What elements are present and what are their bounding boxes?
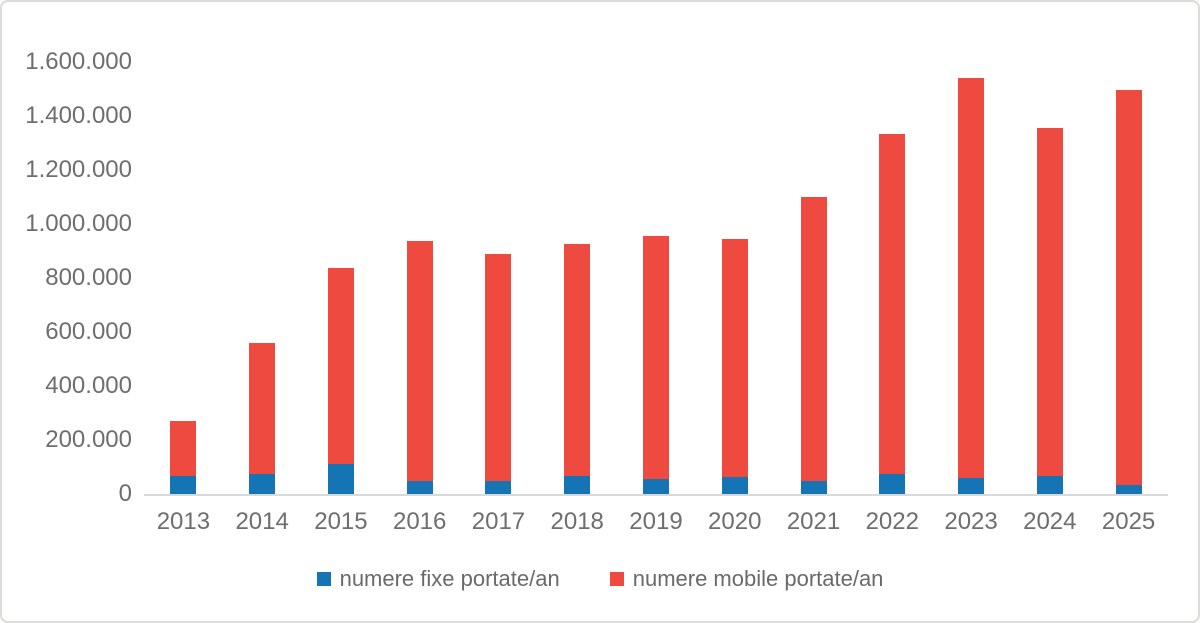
bar-segment-2023-series-0	[958, 477, 985, 494]
bar-2025	[1115, 90, 1142, 494]
bar-segment-2014-series-0	[249, 473, 276, 494]
bar-2021	[800, 197, 827, 494]
y-tick-label: 1.200.000	[25, 156, 132, 183]
bar-segment-2014-series-1	[249, 342, 276, 474]
legend-swatch-icon	[316, 572, 331, 586]
bar-segment-2021-series-0	[800, 481, 827, 494]
bar-segment-2018-series-0	[564, 476, 591, 494]
x-tick-label-2018: 2018	[550, 508, 604, 535]
x-tick-label-2022: 2022	[865, 508, 919, 535]
x-axis: 2013 2014 2015 2016 2017 2018 2019 2020 2021 2022…	[144, 508, 1168, 536]
bar-2017	[485, 253, 512, 494]
y-tick-label: 400.000	[45, 372, 132, 399]
bar-slot-2022	[853, 62, 932, 494]
x-tick-label-2017: 2017	[471, 508, 526, 535]
bar-segment-2022-series-0	[879, 473, 906, 494]
bar-segment-2019-series-1	[642, 236, 669, 479]
x-tick-label-2015: 2015	[314, 508, 368, 535]
legend-label: numere fixe portate/an	[339, 566, 560, 591]
bar-segment-2024-series-1	[1036, 128, 1063, 477]
bar-segment-2017-series-1	[485, 253, 512, 482]
x-tick-label-2014: 2014	[235, 508, 289, 535]
bar-slot-2023	[932, 62, 1011, 494]
legend-item-0: numere fixe portate/an	[316, 566, 560, 592]
bar-segment-2017-series-0	[485, 481, 512, 494]
bar-segment-2015-series-1	[327, 267, 354, 465]
bar-segment-2013-series-1	[170, 421, 197, 477]
bar-slot-2014	[223, 62, 302, 494]
bar-2020	[721, 238, 748, 494]
bar-segment-2023-series-1	[958, 78, 985, 478]
bar-segment-2025-series-0	[1115, 484, 1142, 494]
x-tick-label-2024: 2024	[1023, 508, 1077, 535]
x-tick-label-2019: 2019	[629, 508, 683, 535]
bar-segment-2013-series-0	[170, 476, 197, 494]
bar-2023	[958, 78, 985, 494]
y-tick-label: 200.000	[45, 426, 132, 453]
y-axis: 1.600.000 1.400.000 1.200.000 1.000.000 800.…	[2, 49, 132, 507]
bar-slot-2015	[302, 62, 381, 494]
bar-2024	[1036, 128, 1063, 494]
bar-slot-2021	[774, 62, 853, 494]
bar-segment-2020-series-1	[721, 238, 748, 477]
y-tick-label: 1.600.000	[25, 48, 132, 75]
x-tick-label-2025: 2025	[1101, 508, 1156, 535]
bar-segment-2021-series-1	[800, 197, 827, 482]
bar-segment-2020-series-0	[721, 477, 748, 494]
bar-2018	[564, 243, 591, 494]
x-tick-label-2013: 2013	[156, 508, 211, 535]
y-tick-label: 1.400.000	[25, 102, 132, 129]
plot-area	[144, 62, 1168, 496]
bar-2019	[642, 236, 669, 494]
legend-label: numere mobile portate/an	[632, 566, 884, 591]
bar-2016	[406, 240, 433, 494]
bar-slot-2020	[695, 62, 774, 494]
legend-swatch-icon	[609, 572, 624, 586]
bar-segment-2022-series-1	[879, 133, 906, 474]
bar-slot-2013	[144, 62, 223, 494]
bar-segment-2024-series-0	[1036, 476, 1063, 494]
bar-slot-2018	[538, 62, 617, 494]
bar-slot-2017	[459, 62, 538, 494]
bar-slot-2019	[617, 62, 696, 494]
bar-segment-2025-series-1	[1115, 90, 1142, 485]
x-tick-label-2016: 2016	[392, 508, 447, 535]
x-tick-label-2021: 2021	[786, 508, 841, 535]
y-tick-label: 0	[118, 480, 132, 507]
bar-2014	[249, 342, 276, 494]
legend-item-1: numere mobile portate/an	[609, 566, 884, 592]
bar-segment-2018-series-1	[564, 243, 591, 477]
bar-2022	[879, 133, 906, 494]
bar-2013	[170, 421, 197, 494]
bar-segment-2016-series-1	[406, 240, 433, 481]
bar-slot-2025	[1089, 62, 1168, 494]
y-tick-label: 1.000.000	[25, 210, 132, 237]
y-tick-label: 800.000	[45, 264, 132, 291]
x-tick-label-2023: 2023	[944, 508, 998, 535]
bar-segment-2019-series-0	[642, 478, 669, 494]
bar-slot-2016	[380, 62, 459, 494]
bar-segment-2016-series-0	[406, 480, 433, 494]
bar-slot-2024	[1010, 62, 1089, 494]
legend: numere fixe portate/an numere mobile port…	[2, 566, 1198, 592]
bar-2015	[327, 267, 354, 494]
y-tick-label: 600.000	[45, 318, 132, 345]
bar-segment-2015-series-0	[327, 464, 354, 494]
x-tick-label-2020: 2020	[708, 508, 762, 535]
